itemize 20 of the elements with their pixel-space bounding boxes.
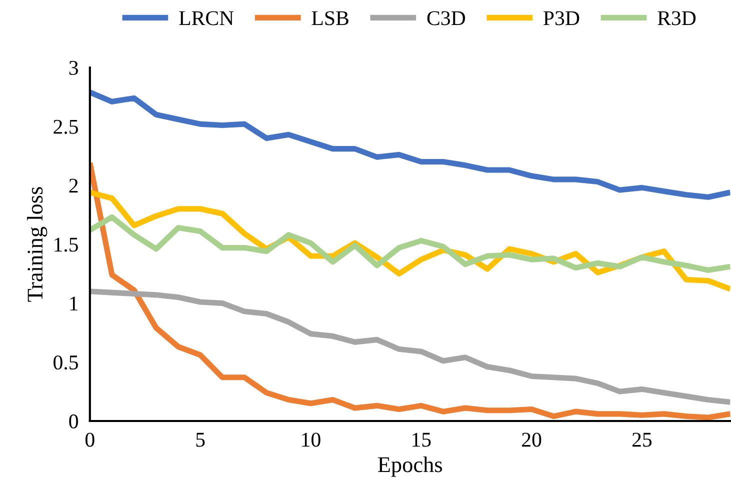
y-tick-label: 1 xyxy=(70,296,78,310)
x-tick-label: 5 xyxy=(196,432,205,447)
x-tick-label: 0 xyxy=(86,432,94,447)
y-axis-title: Training loss xyxy=(26,187,48,302)
x-tick-label: 15 xyxy=(412,432,431,447)
y-tick-label: 3 xyxy=(69,60,78,75)
y-tick-label: 2.5 xyxy=(54,120,78,134)
legend-label: LSB xyxy=(312,11,348,26)
legend-label: R3D xyxy=(658,11,696,26)
legend-label: C3D xyxy=(427,11,466,26)
legend-label: P3D xyxy=(544,11,580,26)
y-tick-label: 0.5 xyxy=(54,355,78,370)
x-tick-label: 10 xyxy=(302,432,320,447)
legend-label: LRCN xyxy=(179,11,234,26)
x-tick-label: 20 xyxy=(522,432,542,447)
y-tick-label: 2 xyxy=(69,178,78,193)
x-axis-title: Epochs xyxy=(378,456,442,477)
y-tick-label: 1.5 xyxy=(54,238,78,252)
y-tick-label: 0 xyxy=(69,414,78,428)
x-tick-label: 25 xyxy=(632,432,652,447)
